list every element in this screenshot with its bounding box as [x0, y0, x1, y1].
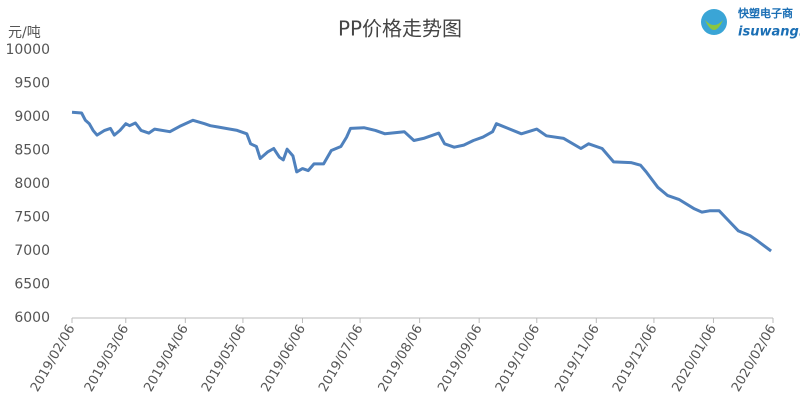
y-tick-label: 6500 [14, 277, 50, 293]
y-tick-label: 10000 [5, 42, 50, 58]
y-tick-label: 7500 [14, 210, 50, 226]
y-tick-label: 9000 [14, 109, 50, 125]
logo-name: 快塑电子商 [737, 6, 793, 20]
y-tick-label: 7000 [14, 243, 50, 259]
chart-title: PP价格走势图 [338, 17, 462, 41]
logo-icon [701, 9, 727, 35]
y-tick-label: 8000 [14, 176, 50, 192]
logo-url: isuwang.co [738, 25, 800, 40]
y-tick-label: 9500 [14, 76, 50, 92]
y-tick-label: 6000 [14, 310, 50, 326]
logo: 快塑电子商 isuwang.co [701, 6, 800, 40]
y-tick-label: 8500 [14, 143, 50, 159]
logo-leaf [705, 20, 723, 30]
price-line [71, 110, 772, 253]
y-axis-label: 元/吨 [8, 25, 41, 41]
